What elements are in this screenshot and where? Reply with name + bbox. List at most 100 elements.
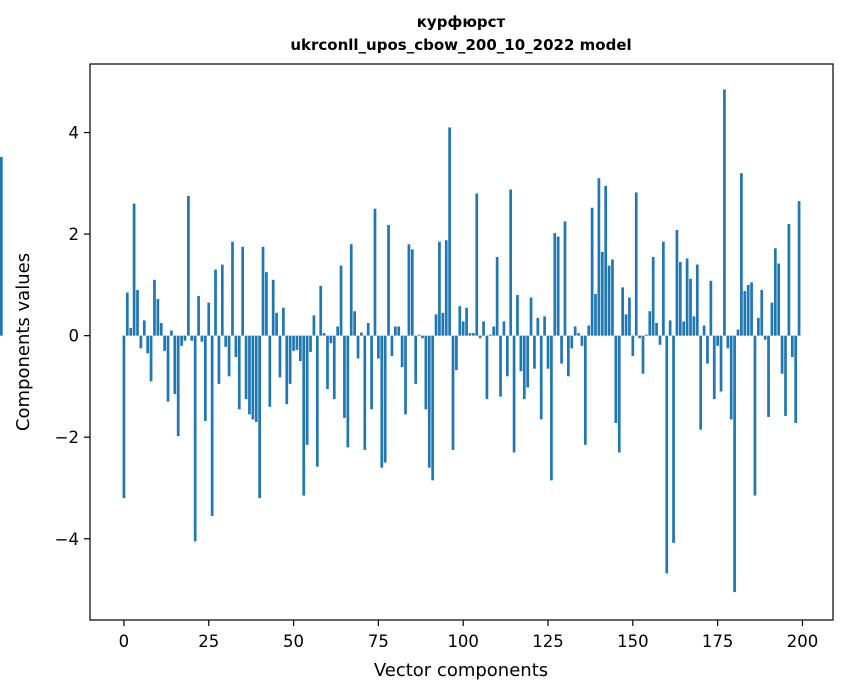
bar-188 — [760, 289, 764, 336]
bar-184 — [746, 284, 750, 336]
bar-129 — [560, 335, 563, 364]
bar-123 — [539, 335, 543, 420]
bar-131 — [567, 335, 570, 377]
x-tick-label: 25 — [198, 632, 219, 651]
x-tick-label: 50 — [283, 632, 304, 651]
bar-179 — [729, 335, 733, 420]
bar-180 — [733, 335, 736, 593]
bar-45 — [275, 312, 278, 336]
bar-114 — [509, 189, 513, 336]
bar-136 — [583, 335, 587, 445]
bar-55 — [309, 335, 312, 352]
bar-142 — [604, 185, 608, 336]
bar-1 — [125, 292, 129, 336]
bar-39 — [254, 335, 258, 422]
bar-54 — [305, 335, 309, 445]
bar-25 — [207, 302, 211, 336]
bar-194 — [780, 335, 784, 374]
bar-144 — [611, 259, 614, 336]
bar-72 — [366, 322, 370, 336]
bar-46 — [278, 335, 282, 378]
bar-66 — [346, 335, 350, 448]
bar-118 — [522, 335, 526, 400]
bar-19 — [187, 196, 190, 336]
bars-group — [0, 89, 801, 593]
bar-9 — [153, 279, 156, 336]
x-tick-label: 100 — [447, 632, 479, 651]
bar-96 — [448, 127, 451, 336]
bar-152 — [638, 335, 641, 339]
bar-108 — [488, 334, 492, 336]
bar-8 — [149, 335, 153, 382]
bar-139 — [594, 294, 597, 336]
bar-82 — [400, 335, 404, 368]
bar-42 — [265, 272, 268, 336]
bar-140 — [597, 178, 601, 336]
bar-91 — [431, 335, 435, 481]
bar-175 — [716, 335, 719, 346]
bar-92 — [434, 314, 438, 336]
bar-34 — [237, 335, 241, 410]
bar-124 — [543, 316, 546, 336]
bar-157 — [655, 322, 658, 336]
bar-83 — [404, 335, 407, 415]
x-tick-label: 0 — [119, 632, 130, 651]
bar-107 — [485, 335, 489, 400]
bar-195 — [784, 335, 787, 416]
bar-120 — [529, 297, 533, 336]
bar-63 — [336, 326, 340, 336]
bar-141 — [600, 251, 604, 336]
bar-16 — [176, 335, 180, 437]
bar-101 — [465, 307, 468, 336]
bar-undefined — [0, 156, 3, 336]
bar-75 — [377, 335, 380, 359]
bar-149 — [628, 297, 631, 336]
bar-147 — [621, 287, 625, 336]
bar-78 — [387, 224, 390, 336]
bar-47 — [282, 307, 285, 336]
bar-151 — [634, 192, 638, 336]
bar-24 — [203, 335, 207, 421]
bar-6 — [142, 320, 146, 336]
bar-81 — [397, 326, 401, 336]
bar-191 — [770, 302, 774, 336]
bar-97 — [451, 335, 455, 450]
bar-155 — [648, 311, 652, 336]
bar-109 — [492, 326, 496, 336]
bar-102 — [468, 333, 472, 336]
bar-65 — [343, 335, 346, 418]
bar-146 — [617, 335, 621, 453]
bar-137 — [587, 325, 591, 336]
bar-93 — [438, 241, 441, 336]
bar-165 — [682, 321, 686, 336]
bar-26 — [210, 335, 214, 516]
bar-52 — [298, 335, 302, 362]
bar-77 — [383, 335, 387, 463]
bar-160 — [665, 335, 669, 574]
bar-113 — [505, 335, 509, 377]
bar-161 — [668, 320, 672, 336]
bar-20 — [190, 335, 194, 341]
bar-69 — [356, 335, 360, 359]
bar-73 — [370, 335, 373, 410]
bar-154 — [645, 334, 648, 336]
bar-104 — [475, 193, 479, 336]
bar-143 — [607, 265, 611, 336]
x-tick-label: 150 — [617, 632, 649, 651]
bar-133 — [573, 326, 577, 336]
bar-111 — [499, 335, 502, 397]
bar-170 — [699, 335, 703, 430]
bar-178 — [726, 335, 730, 349]
bar-122 — [536, 317, 540, 336]
bar-173 — [709, 280, 713, 336]
bar-58 — [319, 285, 323, 336]
bar-49 — [288, 335, 292, 384]
bar-37 — [248, 335, 251, 415]
bar-103 — [472, 333, 475, 336]
bar-112 — [502, 321, 506, 336]
bar-2 — [129, 328, 133, 336]
bar-48 — [285, 335, 289, 405]
bar-5 — [139, 335, 143, 349]
bar-15 — [173, 335, 177, 395]
bar-71 — [363, 335, 367, 450]
